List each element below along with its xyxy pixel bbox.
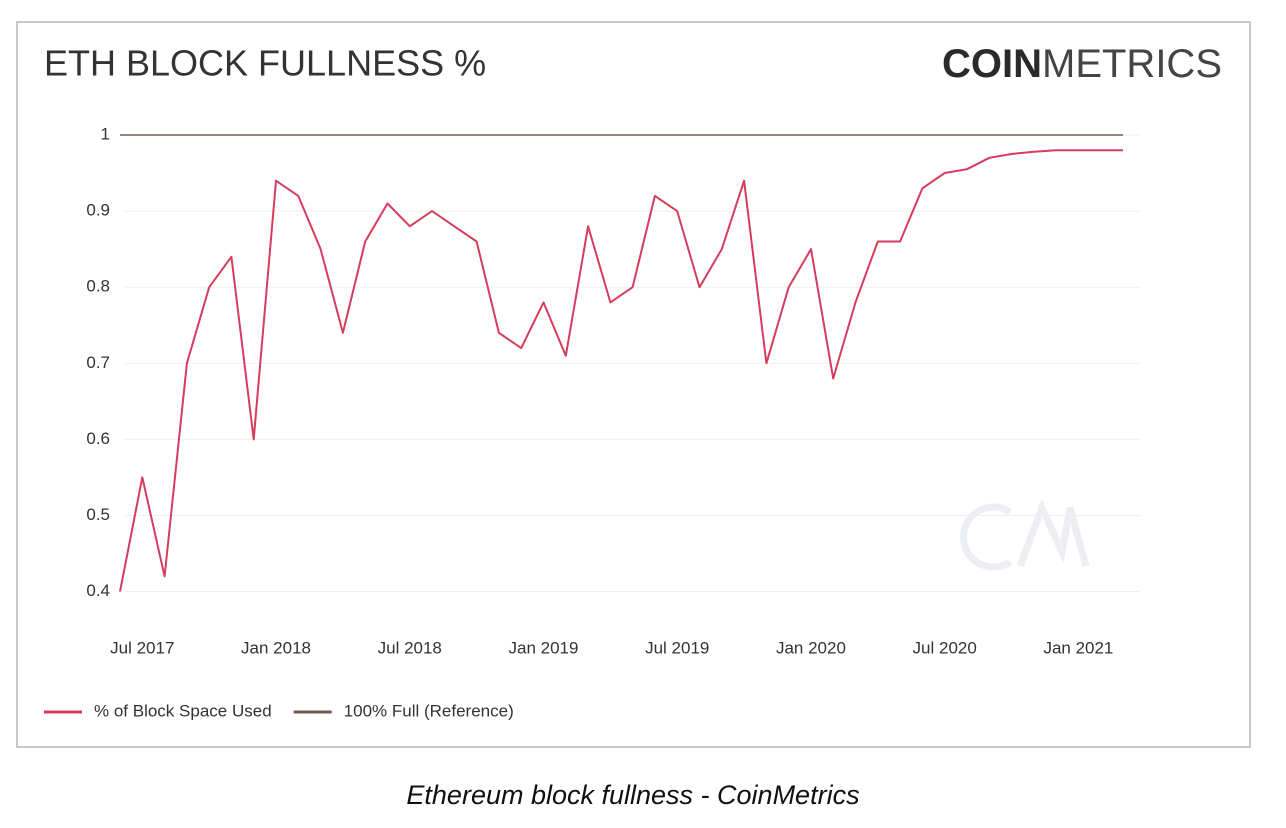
legend-label: 100% Full (Reference) — [344, 701, 514, 720]
series-line — [119, 149, 1123, 592]
y-tick-label: 0.9 — [86, 201, 110, 220]
x-tick-label: Jan 2018 — [241, 638, 311, 657]
watermark-m — [1016, 498, 1090, 568]
y-tick-label: 0.8 — [86, 277, 110, 296]
legend-label: % of Block Space Used — [94, 701, 272, 720]
x-tick-label: Jan 2020 — [776, 638, 846, 657]
x-tick-label: Jul 2017 — [110, 638, 174, 657]
x-tick-label: Jul 2020 — [913, 638, 977, 657]
brand-logo: COINMETRICS — [942, 42, 1222, 86]
brand-bold: COIN — [942, 42, 1042, 86]
y-tick-label: 0.4 — [86, 581, 110, 600]
x-tick-label: Jan 2021 — [1043, 638, 1113, 657]
y-tick-label: 0.6 — [86, 429, 110, 448]
chart-frame — [16, 21, 1251, 748]
x-tick-label: Jan 2019 — [509, 638, 579, 657]
y-tick-label: 0.7 — [86, 353, 110, 372]
chart-title: ETH BLOCK FULLNESS % — [44, 43, 486, 84]
caption: Ethereum block fullness - CoinMetrics — [406, 780, 859, 810]
brand-light: METRICS — [1042, 42, 1222, 86]
x-tick-label: Jul 2019 — [645, 638, 709, 657]
watermark — [959, 498, 1090, 571]
y-tick-label: 0.5 — [86, 505, 110, 524]
y-tick-label: 1 — [101, 124, 110, 143]
watermark-c — [959, 503, 1012, 571]
x-tick-label: Jul 2018 — [378, 638, 442, 657]
